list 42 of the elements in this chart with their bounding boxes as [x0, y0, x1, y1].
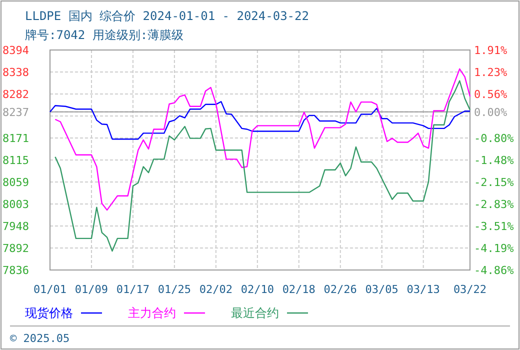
- y-tick-label: 8171: [2, 132, 29, 145]
- y2-tick-label: -1.48%: [474, 154, 514, 168]
- line-series: [49, 101, 471, 140]
- y2-tick-label: -3.51%: [474, 220, 514, 234]
- x-tick-label: 01/17: [116, 283, 150, 296]
- x-tick-label: 02/18: [282, 283, 316, 296]
- x-tick-label: 03/13: [406, 283, 440, 296]
- y-tick-label: 7948: [2, 220, 29, 233]
- y-tick-label: 8003: [2, 198, 29, 211]
- y2-tick-label: 1.91%: [474, 44, 508, 57]
- x-tick-label: 02/02: [199, 283, 232, 296]
- chart-title: LLDPE 国内 综合价 2024-01-01 - 2024-03-22: [25, 9, 309, 23]
- line-series: [54, 68, 471, 211]
- x-tick-label: 01/25: [158, 283, 192, 296]
- y2-tick-label: -4.19%: [474, 242, 514, 256]
- x-tick-label: 01/01: [33, 283, 67, 296]
- y-tick-label: 7836: [2, 264, 29, 277]
- y2-tick-label: -4.86%: [474, 264, 514, 277]
- line-series: [54, 80, 471, 252]
- y-tick-label: 8282: [2, 88, 29, 101]
- legend-label: 现货价格: [25, 306, 73, 320]
- y-tick-label: 8237: [2, 106, 29, 119]
- x-tick-label: 01/09: [74, 283, 108, 296]
- y2-tick-label: 0.00%: [474, 106, 508, 120]
- y-tick-label: 8115: [2, 154, 29, 167]
- legend-label: 最近合约: [231, 306, 279, 320]
- y-tick-label: 8338: [2, 66, 29, 79]
- text: © 2025.05: [10, 332, 70, 345]
- y-tick-label: 7892: [2, 242, 29, 255]
- x-tick-label: 02/26: [324, 283, 357, 296]
- legend-label: 主力合约: [128, 306, 176, 320]
- y2-tick-label: 0.56%: [474, 88, 508, 101]
- y2-tick-label: 1.23%: [474, 66, 508, 80]
- x-tick-label: 03/05: [365, 283, 398, 296]
- x-tick-label: 02/10: [240, 283, 274, 296]
- y2-tick-label: -2.15%: [474, 176, 514, 189]
- y-tick-label: 8394: [2, 44, 30, 57]
- y-tick-label: 8059: [2, 176, 29, 189]
- y2-tick-label: -0.80%: [474, 132, 514, 146]
- chart-subtitle: 牌号:7042 用途级别:薄膜级: [25, 28, 184, 42]
- x-tick-label: 03/22: [453, 283, 487, 296]
- y2-tick-label: -2.83%: [474, 198, 514, 212]
